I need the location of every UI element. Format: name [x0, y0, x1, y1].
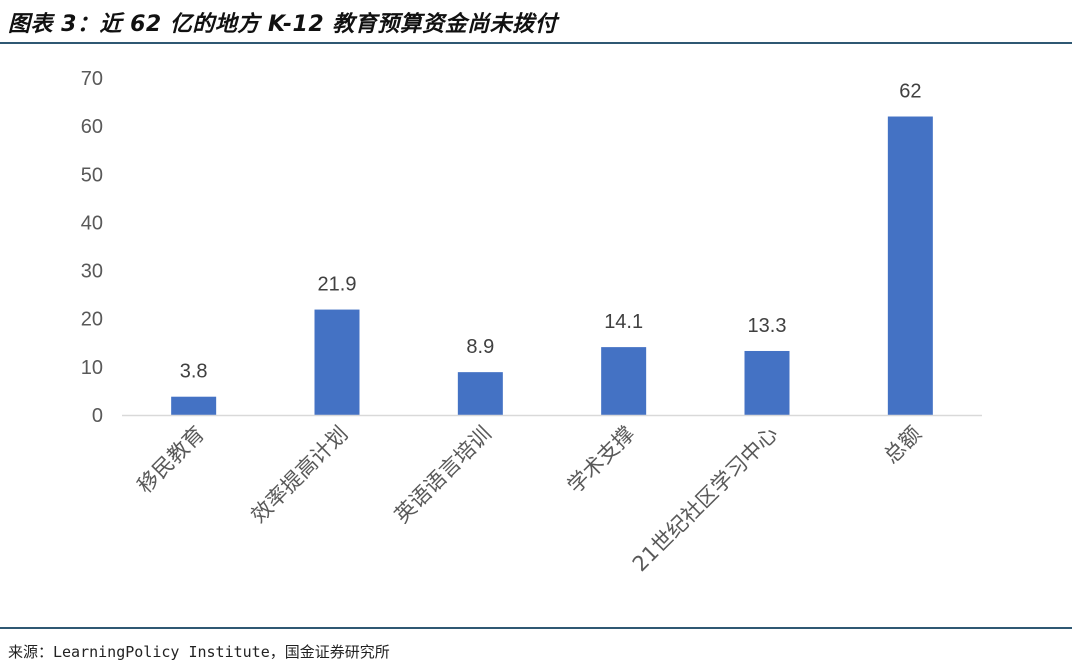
y-tick-label: 60 [81, 116, 103, 138]
bar-value-label: 14.1 [604, 311, 643, 333]
bars [171, 116, 933, 415]
bar-chart: 0 10 20 30 40 50 60 70 3.8 21.9 8.9 14.1 13.3 62 移民教… [81, 68, 982, 577]
y-axis: 0 10 20 30 40 50 60 70 [81, 68, 103, 427]
footer-divider [0, 627, 1072, 629]
x-category-label: 学术支撑 [563, 422, 639, 498]
chart-header: 图表 3：近 62 亿的地方 K-12 教育预算资金尚未拨付 [0, 0, 1080, 44]
bar [887, 116, 933, 415]
y-tick-label: 30 [81, 261, 103, 283]
x-category-label: 总额 [879, 422, 926, 469]
x-category-label: 21世纪社区学习中心 [628, 422, 783, 577]
y-tick-label: 40 [81, 212, 103, 234]
bar [601, 347, 647, 415]
source-note: 来源：LearningPolicy Institute，国金证券研究所 [8, 643, 390, 661]
bar-value-label: 13.3 [748, 315, 787, 337]
x-category-label: 英语语言培训 [390, 422, 496, 528]
bar-value-label: 8.9 [466, 336, 494, 358]
chart-title: 图表 3：近 62 亿的地方 K-12 教育预算资金尚未拨付 [8, 12, 558, 37]
bar-value-label: 21.9 [318, 274, 357, 296]
y-tick-label: 20 [81, 309, 103, 331]
bar [457, 372, 503, 415]
y-tick-label: 50 [81, 164, 103, 186]
y-tick-label: 70 [81, 68, 103, 90]
y-tick-label: 0 [92, 405, 103, 427]
x-category-label: 效率提高计划 [246, 422, 352, 528]
title-divider [0, 42, 1072, 44]
bar [171, 396, 217, 415]
data-labels: 3.8 21.9 8.9 14.1 13.3 62 [180, 81, 922, 383]
x-category-label: 移民教育 [133, 422, 209, 498]
bar [744, 350, 790, 415]
bar-value-label: 3.8 [180, 361, 208, 383]
bar [314, 309, 360, 415]
y-tick-label: 10 [81, 357, 103, 379]
bar-value-label: 62 [899, 81, 921, 103]
